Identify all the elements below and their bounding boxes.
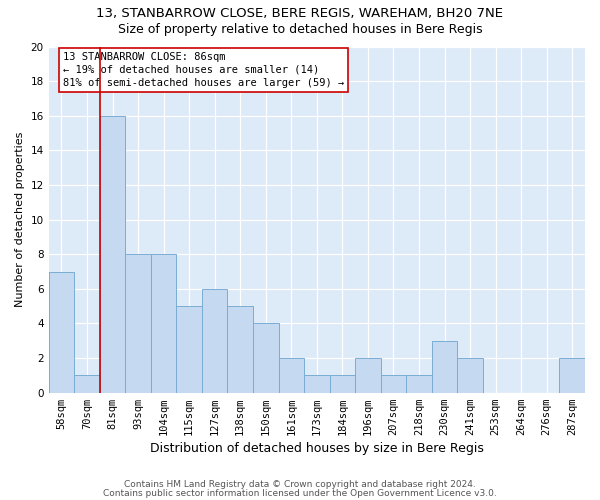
- Bar: [432, 341, 457, 392]
- Bar: [253, 324, 278, 392]
- Text: 13, STANBARROW CLOSE, BERE REGIS, WAREHAM, BH20 7NE: 13, STANBARROW CLOSE, BERE REGIS, WAREHA…: [97, 8, 503, 20]
- Bar: [100, 116, 125, 392]
- Bar: [304, 376, 329, 392]
- Text: Contains HM Land Registry data © Crown copyright and database right 2024.: Contains HM Land Registry data © Crown c…: [124, 480, 476, 489]
- Bar: [151, 254, 176, 392]
- Bar: [49, 272, 74, 392]
- Bar: [380, 376, 406, 392]
- Bar: [125, 254, 151, 392]
- Y-axis label: Number of detached properties: Number of detached properties: [15, 132, 25, 308]
- Bar: [227, 306, 253, 392]
- Bar: [406, 376, 432, 392]
- Bar: [457, 358, 483, 392]
- Bar: [329, 376, 355, 392]
- Text: Size of property relative to detached houses in Bere Regis: Size of property relative to detached ho…: [118, 22, 482, 36]
- Bar: [202, 289, 227, 393]
- Bar: [176, 306, 202, 392]
- Bar: [278, 358, 304, 392]
- Text: Contains public sector information licensed under the Open Government Licence v3: Contains public sector information licen…: [103, 488, 497, 498]
- Bar: [355, 358, 380, 392]
- Text: 13 STANBARROW CLOSE: 86sqm
← 19% of detached houses are smaller (14)
81% of semi: 13 STANBARROW CLOSE: 86sqm ← 19% of deta…: [63, 52, 344, 88]
- Bar: [559, 358, 585, 392]
- X-axis label: Distribution of detached houses by size in Bere Regis: Distribution of detached houses by size …: [150, 442, 484, 455]
- Bar: [74, 376, 100, 392]
